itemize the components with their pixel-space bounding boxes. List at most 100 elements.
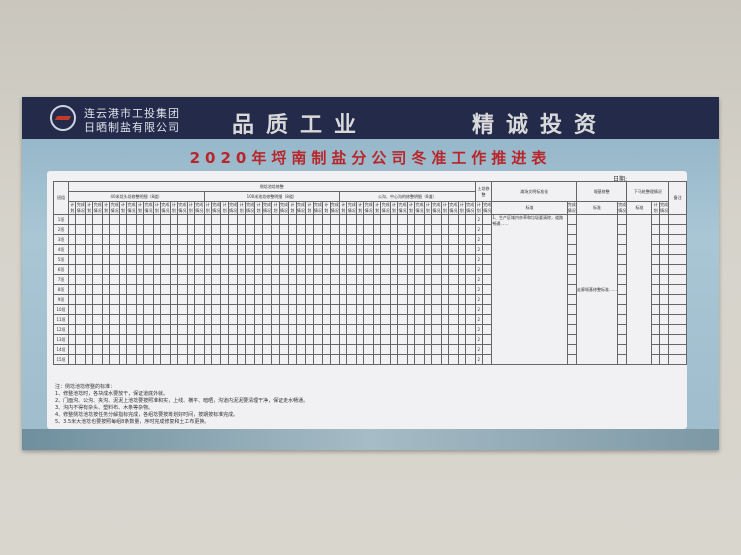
progress-cell (210, 224, 222, 235)
progress-cell (254, 244, 263, 255)
progress-cell (101, 334, 111, 345)
civil-done (566, 264, 577, 275)
progress-cell (177, 224, 188, 235)
progress-cell (169, 224, 179, 235)
plan-header: 计划 (101, 201, 111, 215)
progress-cell (227, 334, 239, 345)
progress-cell (75, 234, 86, 245)
progress-cell (101, 344, 111, 355)
progress-cell (109, 334, 120, 345)
progress-cell (126, 274, 137, 285)
progress-cell (431, 294, 442, 305)
progress-cell (312, 304, 324, 315)
progress-cell (261, 264, 273, 275)
progress-cell (312, 284, 324, 295)
progress-cell (431, 234, 442, 245)
progress-cell (423, 324, 433, 335)
progress-cell (271, 244, 280, 255)
progress-cell (210, 264, 222, 275)
progress-cell (261, 314, 273, 325)
progress-cell (271, 234, 280, 245)
done-header: 完成情况 (295, 201, 307, 215)
progress-cell (177, 344, 188, 355)
progress-cell (431, 304, 442, 315)
progress-cell (288, 234, 297, 245)
progress-cell (406, 244, 416, 255)
progress-cell (338, 284, 348, 295)
progress-cell (271, 294, 280, 305)
progress-cell (355, 344, 365, 355)
progress-cell (126, 304, 137, 315)
progress-cell (75, 264, 86, 275)
progress-cell (160, 324, 171, 335)
progress-cell (278, 234, 290, 245)
progress-cell (288, 214, 297, 225)
plan-header: 计划 (440, 201, 450, 215)
progress-cell (126, 354, 137, 365)
progress-cell (203, 254, 213, 265)
progress-cell (67, 214, 77, 225)
progress-cell (92, 244, 103, 255)
progress-cell (169, 234, 179, 245)
progress-cell (448, 294, 459, 305)
progress-cell (160, 224, 171, 235)
progress-cell (118, 254, 128, 265)
progress-cell (346, 294, 357, 305)
progress-cell (92, 324, 103, 335)
progress-cell (244, 214, 256, 225)
progress-cell (220, 324, 229, 335)
progress-cell (414, 344, 425, 355)
plan-header: 计划 (118, 201, 128, 215)
progress-cell (135, 324, 145, 335)
post-done (658, 274, 670, 285)
progress-cell (220, 354, 229, 365)
progress-cell (448, 264, 459, 275)
progress-cell (186, 324, 196, 335)
post-done (658, 284, 670, 295)
progress-cell (75, 314, 86, 325)
progress-cell (237, 254, 246, 265)
table-row: 13垣 2 (53, 334, 687, 345)
progress-cell (160, 244, 171, 255)
progress-cell (237, 234, 246, 245)
progress-cell (406, 264, 416, 275)
progress-cell (244, 244, 256, 255)
progress-cell (92, 354, 103, 365)
soil-done (481, 224, 493, 235)
progress-cell (465, 344, 476, 355)
progress-cell (312, 344, 324, 355)
plan-header: 计划 (651, 201, 660, 215)
progress-cell (363, 284, 374, 295)
progress-cell (465, 294, 476, 305)
progress-cell (346, 244, 357, 255)
progress-cell (440, 234, 450, 245)
remark-cell (668, 244, 687, 255)
progress-cell (380, 254, 391, 265)
header-team: 班组 (53, 181, 69, 215)
progress-cell (118, 274, 128, 285)
plan-header: 计划 (220, 201, 229, 215)
progress-cell (152, 314, 162, 325)
progress-cell (109, 304, 120, 315)
civil-done (566, 344, 577, 355)
progress-cell (75, 274, 86, 285)
progress-cell (177, 294, 188, 305)
plan-header: 计划 (423, 201, 433, 215)
progress-cell (363, 214, 374, 225)
progress-cell (177, 304, 188, 315)
done-header: 完成情况 (616, 201, 628, 215)
base-done (616, 344, 628, 355)
progress-cell (210, 284, 222, 295)
soil-done (481, 214, 493, 225)
progress-cell (227, 284, 239, 295)
header-post: 下马桩整理情况 (626, 181, 670, 202)
progress-cell (160, 264, 171, 275)
progress-cell (194, 304, 205, 315)
progress-cell (135, 334, 145, 345)
progress-cell (355, 304, 365, 315)
progress-cell (346, 224, 357, 235)
plan-header: 计划 (457, 201, 467, 215)
progress-cell (288, 224, 297, 235)
progress-cell (101, 234, 111, 245)
progress-cell (397, 334, 408, 345)
